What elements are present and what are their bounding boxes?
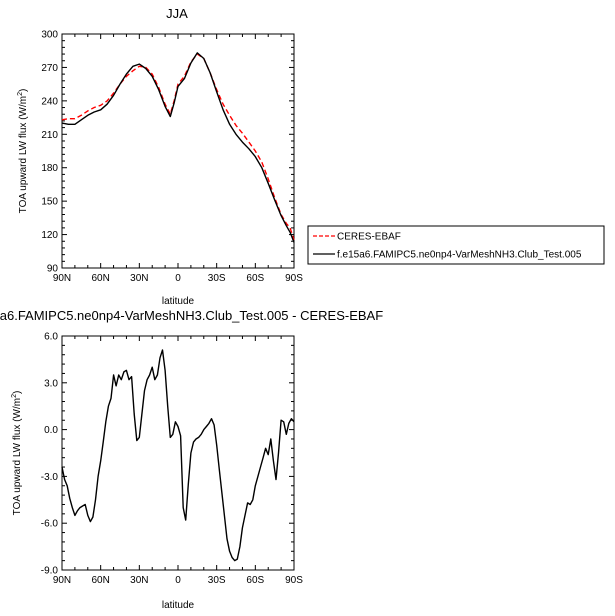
- top-xtick-label: 30S: [208, 273, 226, 284]
- bottom-ytick-label: 3.0: [44, 378, 58, 389]
- legend-label-model: f.e15a6.FAMIPC5.ne0np4-VarMeshNH3.Club_T…: [337, 250, 582, 261]
- bottom-ytick-label: 6.0: [44, 332, 58, 343]
- bottom-plot-frame: [61, 335, 295, 571]
- bottom-xtick-label: 60S: [246, 575, 264, 586]
- top-ytick-label: 240: [41, 96, 58, 107]
- top-xtick-label: 90N: [53, 273, 71, 284]
- bottom-xtick-label: 90N: [53, 575, 71, 586]
- bottom-series-group: [61, 349, 295, 562]
- bottom-ytick-label: -3.0: [41, 472, 59, 483]
- bottom-y-axis-label: TOA upward LW flux (W/m2): [11, 391, 23, 516]
- top-x-axis-label: latitude: [162, 296, 195, 307]
- bottom-ticks: -9.0 -6.0 -3.0 0.0 3.0 6.0 90N 60N 30N 0 30S 60S 90S: [41, 332, 303, 587]
- bottom-series-line-0: [61, 349, 295, 562]
- bottom-xtick-label: 30S: [208, 575, 226, 586]
- top-plot-frame: [61, 33, 295, 269]
- bottom-xtick-label: 0: [175, 575, 181, 586]
- bottom-ytick-label: -6.0: [41, 519, 59, 530]
- top-y-axis-label: TOA upward LW flux (W/m2): [17, 89, 29, 214]
- bottom-chart-title: f.e15a6.FAMIPC5.ne0np4-VarMeshNH3.Club_T…: [0, 308, 383, 323]
- top-ytick-label: 90: [47, 264, 59, 275]
- top-series-line-0: [61, 53, 295, 241]
- top-xtick-label: 30N: [130, 273, 148, 284]
- top-ytick-label: 180: [41, 163, 58, 174]
- top-series-line-1: [61, 52, 295, 243]
- top-chart-title: JJA: [166, 6, 188, 21]
- bottom-ytick-label: 0.0: [44, 425, 58, 436]
- legend-label-ceres: CERES-EBAF: [337, 232, 401, 243]
- top-ytick-label: 270: [41, 63, 58, 74]
- top-legend: CERES-EBAF f.e15a6.FAMIPC5.ne0np4-VarMes…: [307, 225, 605, 265]
- top-ytick-label: 300: [41, 30, 58, 41]
- top-series-group: [61, 52, 295, 243]
- top-y-axis-label-close: ): [18, 89, 29, 92]
- top-xtick-label: 60S: [246, 273, 264, 284]
- bottom-y-axis-label-sup: 2: [11, 394, 18, 398]
- top-y-axis-label-main: TOA upward LW flux (W/m: [18, 96, 29, 213]
- top-ticks: 90 120 150 180 210 240 270 300 90N 60N 30N 0 30S 60S 9…: [41, 30, 303, 285]
- bottom-xtick-label: 90S: [285, 575, 303, 586]
- legend-box: [307, 225, 605, 265]
- bottom-panel: f.e15a6.FAMIPC5.ne0np4-VarMeshNH3.Club_T…: [0, 308, 383, 611]
- top-xtick-label: 60N: [91, 273, 109, 284]
- bottom-xtick-label: 60N: [91, 575, 109, 586]
- bottom-x-axis-label: latitude: [162, 600, 195, 611]
- bottom-y-axis-label-close: ): [12, 391, 23, 394]
- top-panel: JJA 90 120 150 180 210 240 270 300 90N 60N 30N 0 30S…: [17, 6, 605, 307]
- top-y-axis-label-sup: 2: [17, 92, 24, 96]
- bottom-xtick-label: 30N: [130, 575, 148, 586]
- top-xtick-label: 0: [175, 273, 181, 284]
- top-ytick-label: 120: [41, 230, 58, 241]
- bottom-y-axis-label-main: TOA upward LW flux (W/m: [12, 398, 23, 515]
- top-ytick-label: 210: [41, 130, 58, 141]
- top-ytick-label: 150: [41, 197, 58, 208]
- top-xtick-label: 90S: [285, 273, 303, 284]
- bottom-ytick-label: -9.0: [41, 566, 59, 577]
